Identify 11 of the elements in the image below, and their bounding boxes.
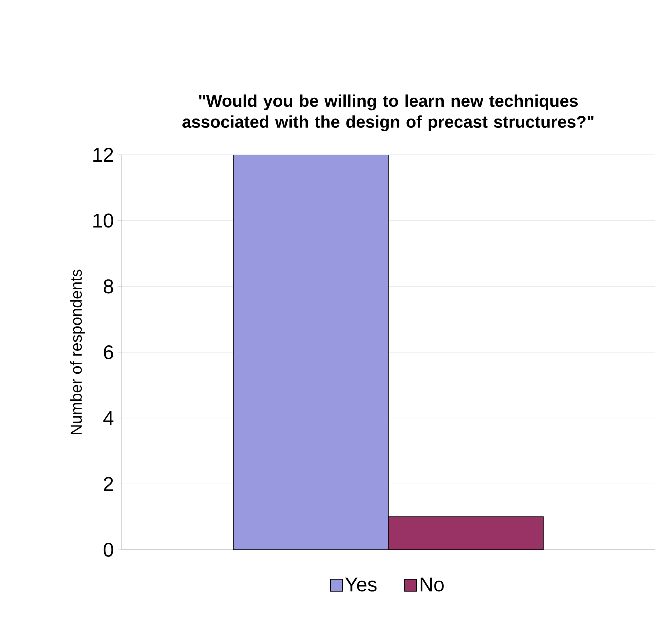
chart-title: "Would you be willing to learn new techniques associated with the design of precast structures?" <box>182 94 594 132</box>
y-tick-label: 2 <box>104 477 114 492</box>
y-tick-label: 10 <box>94 214 114 228</box>
y-tick-label: 12 <box>94 148 114 162</box>
y-tick-label: 8 <box>104 280 114 294</box>
y-tick-label: 0 <box>104 542 114 558</box>
y-tick-label: 4 <box>104 411 114 426</box>
y-tick-label: 6 <box>104 345 114 360</box>
y-axis-title: Number of respondents <box>70 270 86 434</box>
legend-label: Yes <box>345 578 377 592</box>
legend-label: No <box>420 578 444 592</box>
